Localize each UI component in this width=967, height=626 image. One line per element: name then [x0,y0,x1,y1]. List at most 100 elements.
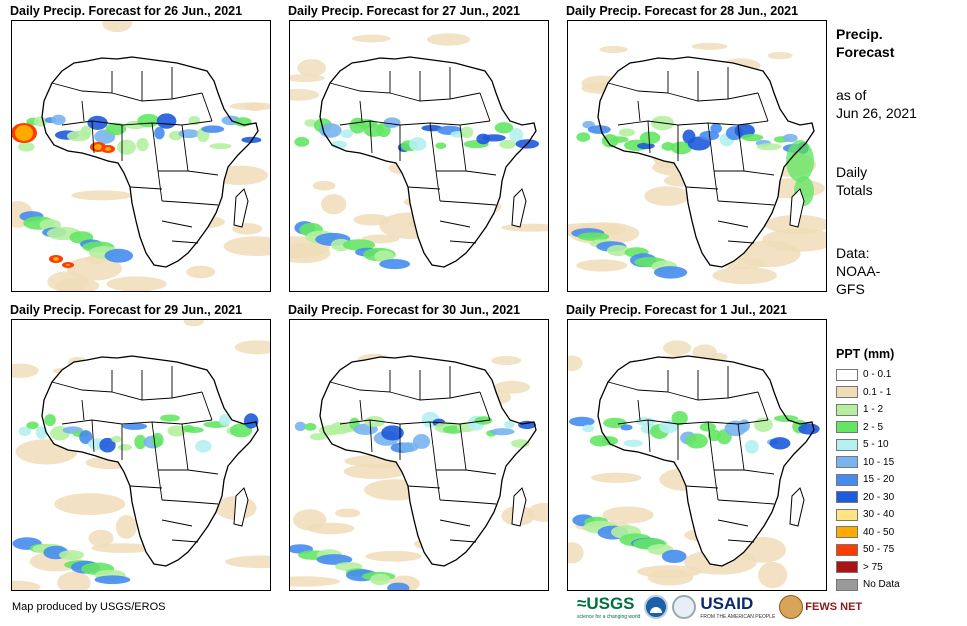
legend-label: 5 - 10 [863,439,889,451]
rainfall-cell [79,430,93,445]
light-precip-patch [106,276,167,291]
data-source: Data: NOAA- GFS [836,245,881,297]
rainfall-cell [51,114,66,126]
legend-swatch [836,491,858,504]
panel-title: Daily Precip. Forecast for 1 Jul., 2021 [566,303,787,317]
light-precip-patch [365,550,422,562]
rainfall-cell [122,422,148,430]
country-border [171,240,199,244]
rainfall-cell [160,414,180,422]
country-border [111,92,203,102]
map-credit: Map produced by USGS/EROS [12,601,166,613]
country-border [685,485,719,489]
country-border [369,419,373,453]
map-frame [567,319,827,591]
legend: 0 - 0.1 0.1 - 1 1 - 2 2 - 5 5 - 10 10 - 15 15 … [836,366,900,594]
rainfall-cell [398,442,419,453]
country-border [459,423,467,471]
coastline [41,56,259,268]
storm-band-patch [653,266,688,279]
light-precip-patch [66,256,122,281]
rainfall-cell [685,433,708,449]
light-precip-patch [491,355,522,366]
fewsnet-globe-icon [779,595,804,619]
rainfall-cell [364,416,385,428]
country-border [369,120,373,154]
rainfall-cell [610,136,629,143]
country-border [637,100,641,122]
rainfall-cell [738,419,750,433]
legend-label: 50 - 75 [863,544,895,556]
light-precip-patch [637,565,702,578]
rainfall-cell [576,132,591,142]
map-frame [11,319,271,591]
storm-band-patch [661,549,687,564]
light-precip-patch [229,102,270,111]
noaa-logo [644,595,669,619]
storm-band-patch [316,554,353,565]
rainfall-cell [167,425,187,437]
rainfall-cell [137,113,160,128]
panel-title: Daily Precip. Forecast for 30 Jun., 2021 [288,303,521,317]
forecast-panel-1: Daily Precip. Forecast for 26 Jun., 2021 [10,3,271,295]
country-border [161,519,193,527]
legend-label: 0 - 0.1 [863,369,892,381]
madagascar [511,487,527,527]
light-precip-patch [55,277,100,291]
rainfall-cell [601,436,619,446]
rainfall-cell [294,421,306,432]
light-precip-patch [234,340,270,355]
country-border [717,220,749,228]
storm-band-patch [379,258,411,270]
country-border [81,100,85,122]
totals-label: Daily Totals [836,164,873,198]
country-border [389,92,481,102]
legend-label: 40 - 50 [863,526,895,538]
forecast-panel-6: Daily Precip. Forecast for 1 Jul., 2021 [566,302,827,594]
light-precip-patch [312,180,336,191]
rainfall-cell [504,421,515,429]
country-border [757,391,769,421]
coastline [319,355,537,567]
country-border [129,186,163,190]
rainfall-cell [35,426,48,440]
partner-logos: ≈USGS science for a changing world USAID F… [577,593,862,621]
legend-item: 0 - 0.1 [836,366,900,384]
precip-map [568,340,820,589]
rainfall-cell [381,425,404,441]
light-precip-patch [186,265,216,279]
rainfall-cell [184,426,204,433]
storm-band-patch [370,573,391,586]
legend-item: 10 - 15 [836,454,900,472]
rainfall-cell [412,434,431,449]
rainfall-cell [435,142,447,149]
usaid-logo: USAID FROM THE AMERICAN PEOPLE [700,594,776,620]
panel-title: Daily Precip. Forecast for 28 Jun., 2021 [566,4,799,18]
rainfall-cell [136,137,149,152]
light-precip-patch [223,236,270,257]
panel-title: Daily Precip. Forecast for 27 Jun., 2021 [288,4,521,18]
rainfall-cell [744,439,759,454]
rainfall-cell [134,434,147,450]
light-precip-patch [591,472,642,483]
rainfall-cell [243,413,259,429]
light-precip-patch [602,506,654,524]
rainfall-cell [44,414,56,427]
legend-label: 15 - 20 [863,474,895,486]
rainfall-cell [201,125,225,133]
legend-swatch [836,456,858,469]
legend-swatch [836,561,858,574]
rainfall-cell [786,140,814,182]
country-border [647,120,651,154]
country-border [436,469,497,475]
coastline [41,355,259,567]
country-border [685,186,719,190]
legend-swatch [836,578,858,591]
legend-item: 50 - 75 [836,541,900,559]
legend-item: 0.1 - 1 [836,384,900,402]
legend-item: > 75 [836,559,900,577]
legend-label: > 75 [863,561,883,573]
light-precip-patch [767,51,793,60]
country-border [727,539,755,543]
light-precip-patch [758,561,788,589]
